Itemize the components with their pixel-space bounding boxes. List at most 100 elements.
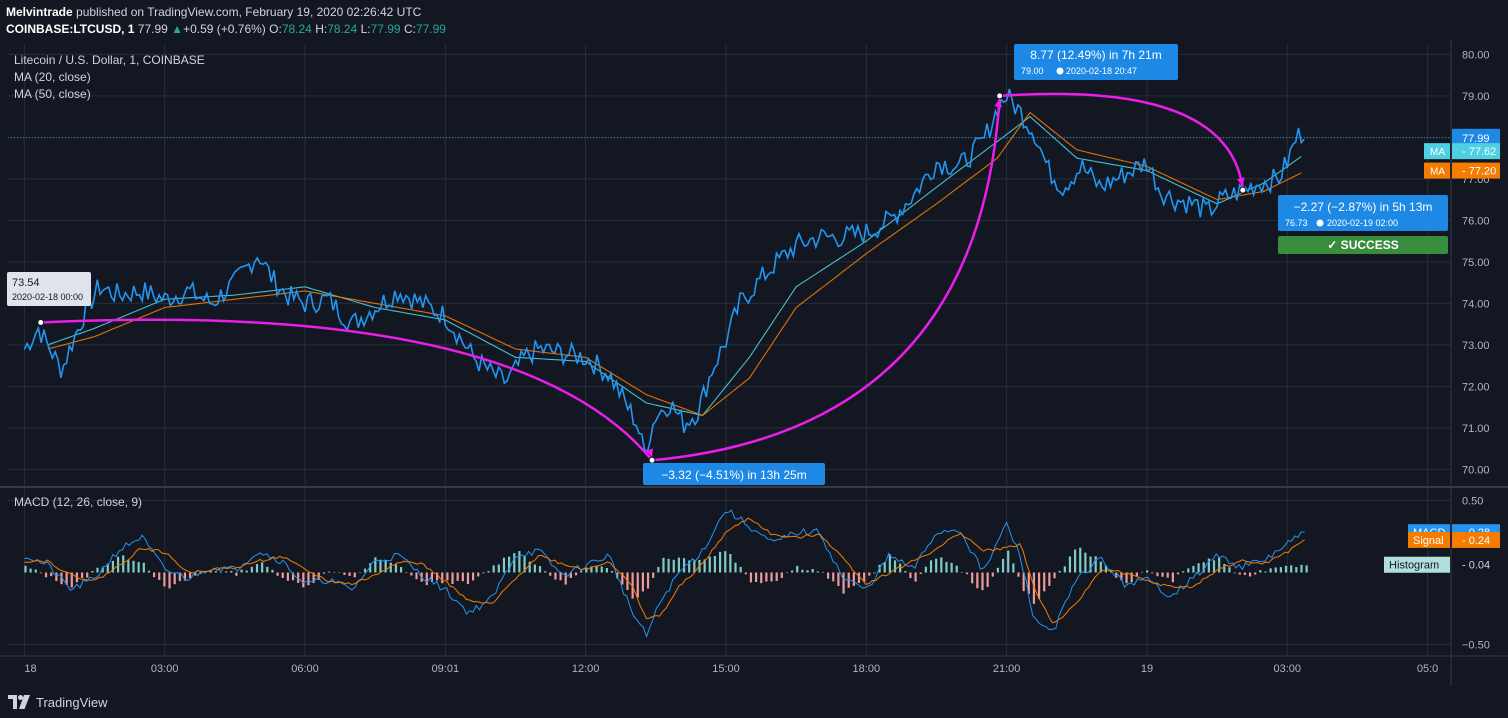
histogram-bar [1269, 568, 1272, 573]
start-callout-value: 73.54 [12, 277, 40, 289]
anchor-point [648, 456, 656, 464]
histogram-bar [533, 564, 536, 573]
price-axis-tick: 73.00 [1462, 340, 1490, 352]
histogram-bar [1202, 562, 1205, 573]
anchor-point [1239, 186, 1247, 194]
histogram-bar [1130, 572, 1133, 583]
histogram-bar [971, 572, 974, 584]
histogram-bar [122, 555, 125, 573]
author-name[interactable]: Melvintrade [6, 5, 73, 19]
open-value: 78.24 [281, 22, 312, 36]
histogram-bar [456, 572, 459, 581]
anchor-point [996, 92, 1004, 100]
ma-badge-value-box [1452, 162, 1500, 179]
histogram-bar [189, 572, 192, 578]
histogram-bar [1089, 556, 1092, 573]
histogram-bar [307, 572, 310, 586]
histogram-bar [487, 571, 490, 573]
rally-callout-box [1014, 44, 1178, 80]
histogram-bar [765, 572, 768, 582]
histogram-bar [775, 572, 778, 581]
ma-badge-name: MA [1430, 167, 1445, 178]
histogram-bar [1228, 567, 1231, 573]
histogram-bar [827, 572, 830, 579]
histogram-bar [369, 563, 372, 573]
histogram-bar [986, 572, 989, 587]
histogram-bar [39, 572, 43, 574]
histogram-bar [384, 560, 387, 573]
histogram-bar [554, 572, 557, 580]
histogram-bar [549, 572, 552, 576]
histogram-bar [770, 572, 773, 582]
histogram-bar [1043, 572, 1046, 592]
histogram-bar [111, 560, 115, 573]
publish-line: Melvintrade published on TradingView.com… [6, 5, 421, 19]
histogram-bar [1300, 564, 1303, 573]
histogram-bar [610, 571, 614, 573]
histogram-bar [1120, 572, 1123, 581]
histogram-bar [291, 572, 295, 581]
histogram-bar [240, 569, 243, 573]
close-label: C: [403, 22, 416, 36]
chart-canvas[interactable]: 70.0071.0072.0073.0074.0075.0076.0077.00… [0, 40, 1508, 686]
ma-badge-value-box [1452, 143, 1500, 160]
histogram-bar [50, 572, 53, 577]
histogram-bar [754, 572, 758, 582]
time-axis-tick: 18:00 [853, 663, 881, 675]
ma-badge-value: - 77.62 [1462, 146, 1496, 158]
histogram-bar [219, 572, 223, 573]
histogram-bar [1146, 570, 1149, 573]
histogram-bar [904, 571, 907, 573]
rally-callout-date: 2020-02-18 20:47 [1066, 66, 1137, 76]
ma-badge-value: - 77.20 [1462, 166, 1496, 178]
tradingview-logo[interactable]: TradingView [8, 692, 108, 712]
histogram-bar [245, 570, 248, 573]
histogram-bar [780, 572, 783, 578]
histogram-bar [636, 572, 639, 598]
histogram-bar [677, 557, 681, 573]
histogram-bar [34, 569, 37, 573]
histogram-bar [513, 553, 516, 573]
histogram-bar [955, 565, 958, 573]
histogram-bar [374, 557, 377, 573]
histogram-bar [1197, 563, 1200, 573]
histogram-bar [883, 562, 886, 573]
histogram-bar [1223, 563, 1226, 573]
histogram-bar [1156, 572, 1159, 577]
histogram-bar [199, 572, 202, 574]
decline-callout-label: −3.32 (−4.51%) in 13h 25m [661, 468, 806, 482]
histogram-bar [1079, 547, 1082, 573]
histogram-bar [564, 572, 567, 585]
histogram-bar [682, 558, 686, 573]
histogram-bar [173, 572, 176, 585]
histogram-bar [497, 564, 500, 573]
histogram-bar [1295, 567, 1298, 573]
histogram-bar [410, 572, 413, 576]
histogram-bar [55, 572, 58, 582]
rally-arrow [651, 95, 1001, 462]
close-value: 77.99 [415, 22, 446, 36]
histogram-bar [693, 560, 696, 573]
symbol-label[interactable]: COINBASE:LTCUSD, 1 [6, 22, 135, 36]
histogram-bar [1171, 572, 1174, 583]
histogram-bar [127, 560, 130, 573]
histogram-bar [1099, 561, 1102, 573]
histogram-bar [569, 572, 572, 578]
decline-arrow [40, 318, 654, 462]
change-value: +0.59 (+0.76%) [183, 22, 266, 36]
macd-badge-name-box [1384, 556, 1450, 573]
high-label: H: [315, 22, 328, 36]
histogram-bar [580, 570, 583, 573]
histogram-bar [343, 572, 346, 575]
price-axis-tick: 75.00 [1462, 257, 1490, 269]
histogram-bar [1166, 572, 1169, 578]
histogram-bar [281, 572, 284, 578]
histogram-bar [734, 562, 737, 573]
histogram-bar [688, 560, 691, 573]
histogram-bar [1084, 552, 1087, 573]
histogram-bar [672, 559, 675, 573]
histogram-bar [595, 565, 598, 573]
histogram-bar [333, 572, 336, 573]
histogram-bar [492, 565, 495, 573]
histogram-bar [1187, 568, 1190, 573]
